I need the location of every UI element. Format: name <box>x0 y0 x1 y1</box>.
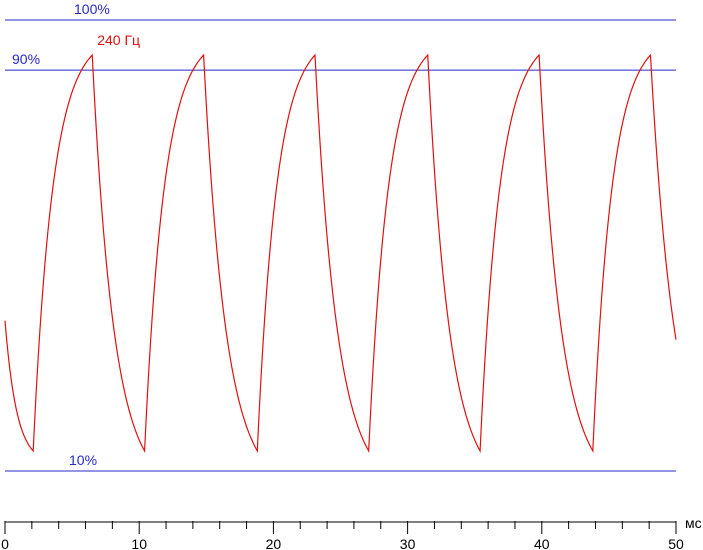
x-tick-label: 0 <box>1 536 9 550</box>
x-tick-label: 50 <box>668 536 684 550</box>
x-tick-label: 40 <box>534 536 550 550</box>
reference-lines: 100% 90% 10% <box>5 1 676 472</box>
reference-label-90pct: 90% <box>12 51 40 67</box>
reference-label-10pct: 10% <box>69 452 97 468</box>
reference-label-100pct: 100% <box>74 1 110 17</box>
series-layer: 240 Гц <box>4 32 677 454</box>
x-tick-label: 20 <box>266 536 282 550</box>
series-line-0 <box>4 53 677 454</box>
x-tick-label: 10 <box>131 536 147 550</box>
x-unit-label: мс <box>685 515 702 531</box>
x-tick-label: 30 <box>400 536 416 550</box>
series-label: 240 Гц <box>97 32 140 48</box>
